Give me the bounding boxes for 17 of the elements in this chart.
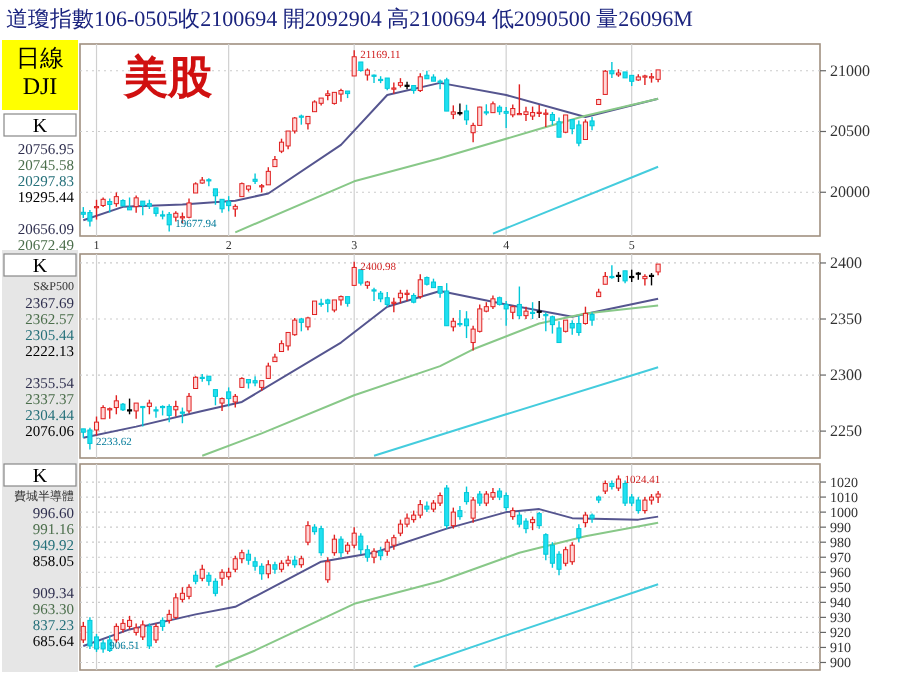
line-series <box>214 521 660 668</box>
chart-subtitle: 美股 <box>122 52 214 102</box>
legend-title: K <box>32 256 49 278</box>
y-tick-label: 20000 <box>830 183 870 202</box>
y-axis-title: 日線 DJI <box>16 44 64 100</box>
line-series <box>234 97 660 234</box>
y-tick-label: 20500 <box>830 122 870 141</box>
line-series <box>201 304 660 457</box>
y-tick-label: 2300 <box>830 366 862 385</box>
line-series <box>82 289 660 439</box>
legend-title: K <box>32 466 49 488</box>
chart-title: 道瓊指數106-0505收2100694 開2092904 高2100694 低2090500 量26096M <box>6 6 694 32</box>
y-tick-label: 21000 <box>830 61 870 80</box>
y-tick-label: 2400 <box>830 253 862 272</box>
legend-title: K <box>32 116 49 138</box>
y-tick-label: 2250 <box>830 422 862 441</box>
y-tick-label: 2350 <box>830 310 862 329</box>
